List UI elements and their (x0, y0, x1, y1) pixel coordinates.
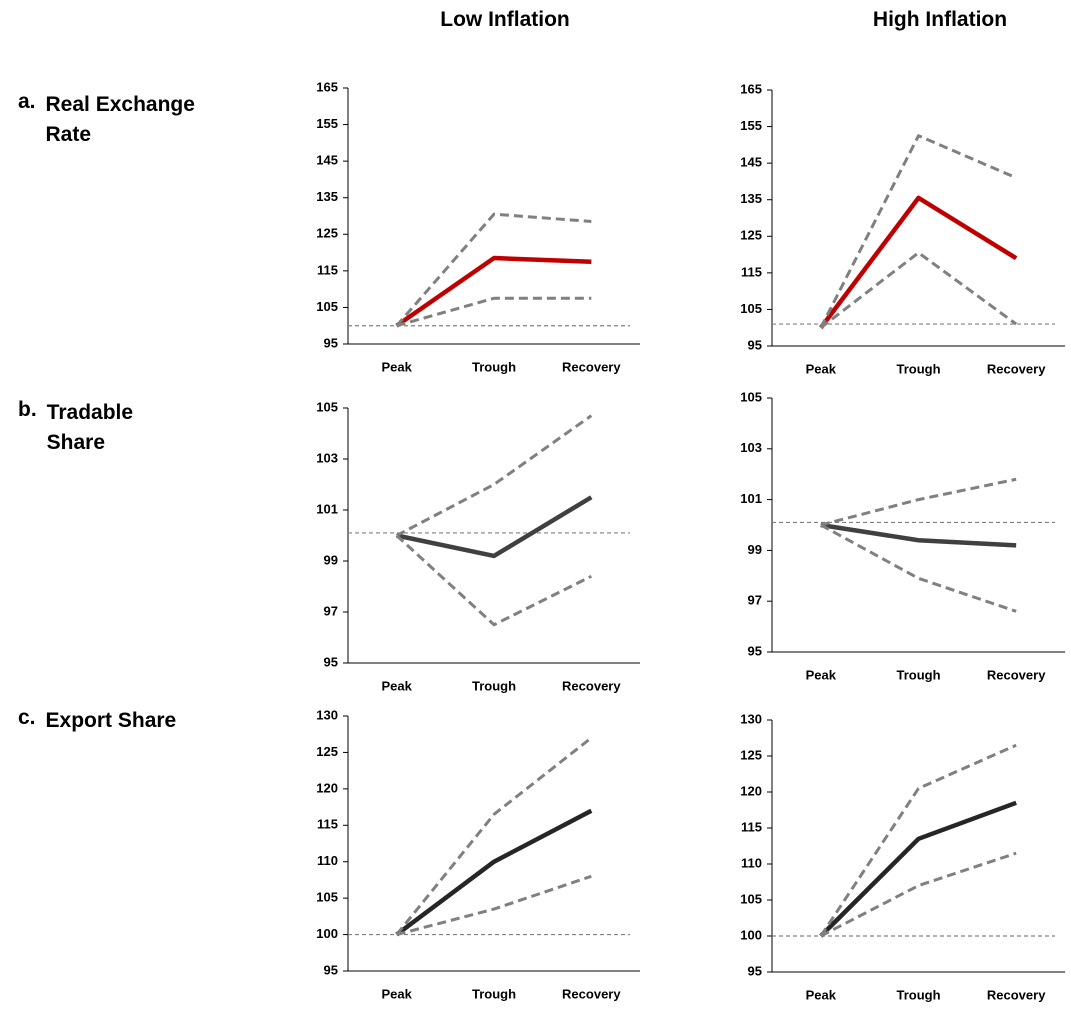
y-tick-label: 105 (740, 891, 762, 906)
x-tick-label: Trough (472, 678, 516, 693)
y-tick-label: 105 (316, 399, 338, 414)
y-tick-label: 95 (748, 963, 762, 978)
y-tick-label: 155 (740, 118, 762, 133)
y-tick-label: 101 (740, 491, 762, 506)
x-tick-label: Trough (472, 359, 516, 374)
x-tick-label: Peak (381, 678, 412, 693)
x-tick-label: Recovery (987, 987, 1046, 1002)
y-tick-label: 115 (741, 264, 762, 279)
y-tick-label: 101 (316, 501, 338, 516)
y-tick-label: 110 (317, 853, 338, 868)
x-tick-label: Peak (806, 361, 837, 376)
main-line (396, 495, 593, 559)
y-tick-label: 115 (741, 819, 762, 834)
row-label: b. Tradable Share (18, 398, 197, 458)
x-tick-label: Recovery (562, 678, 621, 693)
x-tick-label: Peak (381, 359, 412, 374)
y-tick-label: 105 (740, 389, 762, 404)
main-line (820, 522, 1017, 548)
y-tick-label: 165 (740, 81, 762, 96)
y-tick-label: 100 (316, 926, 338, 941)
x-tick-label: Trough (472, 986, 516, 1001)
band-line (819, 743, 1017, 937)
y-tick-label: 110 (741, 855, 762, 870)
y-tick-label: 125 (740, 747, 762, 762)
y-tick-label: 105 (740, 301, 762, 316)
band-line (395, 414, 593, 537)
row-title: Export Share (45, 709, 177, 732)
band-line (820, 477, 1017, 527)
main-line (395, 808, 593, 937)
x-tick-label: Peak (806, 987, 837, 1002)
y-tick-label: 95 (748, 337, 762, 352)
x-tick-label: Trough (896, 667, 940, 682)
y-tick-label: 95 (324, 335, 338, 350)
band-line (396, 874, 592, 937)
x-tick-label: Peak (806, 667, 837, 682)
band-line (820, 851, 1017, 938)
x-tick-label: Recovery (562, 986, 621, 1001)
y-tick-label: 103 (316, 450, 338, 465)
y-tick-label: 125 (316, 226, 338, 241)
band-line (395, 212, 592, 327)
row-letter: c. (18, 706, 36, 729)
y-tick-label: 145 (316, 153, 338, 168)
row-letter: b. (18, 398, 37, 421)
y-tick-label: 125 (740, 228, 762, 243)
band-line (819, 134, 1017, 329)
y-tick-label: 105 (316, 890, 338, 905)
y-tick-label: 145 (740, 155, 762, 170)
y-tick-label: 135 (316, 189, 338, 204)
y-tick-label: 125 (316, 744, 338, 759)
column-header: High Inflation (872, 8, 1008, 31)
y-tick-label: 95 (324, 654, 338, 669)
band-line (819, 251, 1018, 329)
band-line (820, 523, 1017, 613)
y-tick-label: 155 (316, 116, 338, 131)
x-tick-label: Trough (896, 987, 940, 1002)
y-tick-label: 95 (748, 643, 762, 658)
band-line (395, 534, 593, 627)
y-tick-label: 97 (748, 593, 762, 608)
x-tick-label: Recovery (562, 359, 621, 374)
y-tick-label: 165 (316, 79, 338, 94)
band-line (395, 736, 593, 936)
main-line (819, 195, 1018, 330)
y-tick-label: 120 (316, 780, 338, 795)
x-tick-label: Peak (381, 986, 412, 1001)
y-tick-label: 115 (317, 262, 338, 277)
row-title: Tradable Share (46, 401, 134, 454)
column-header: Low Inflation (440, 8, 570, 31)
row-label: c. Export Share (18, 706, 196, 736)
y-tick-label: 99 (324, 552, 338, 567)
y-tick-label: 105 (316, 299, 338, 314)
y-tick-label: 115 (317, 817, 338, 832)
y-tick-label: 135 (740, 191, 762, 206)
y-tick-label: 100 (740, 927, 762, 942)
x-tick-label: Trough (896, 361, 940, 376)
y-tick-label: 99 (748, 542, 762, 557)
row-title: Real Exchange Rate (45, 93, 195, 146)
row-letter: a. (18, 90, 36, 113)
main-line (395, 255, 592, 328)
y-tick-label: 130 (316, 707, 338, 722)
x-tick-label: Recovery (987, 361, 1046, 376)
x-tick-label: Recovery (987, 667, 1046, 682)
y-tick-label: 120 (740, 783, 762, 798)
y-tick-label: 130 (740, 711, 762, 726)
row-label: a. Real Exchange Rate (18, 90, 196, 150)
y-tick-label: 103 (740, 440, 762, 455)
y-tick-label: 95 (324, 962, 338, 977)
y-tick-label: 97 (324, 603, 338, 618)
band-line (396, 296, 592, 328)
main-line (819, 800, 1017, 938)
